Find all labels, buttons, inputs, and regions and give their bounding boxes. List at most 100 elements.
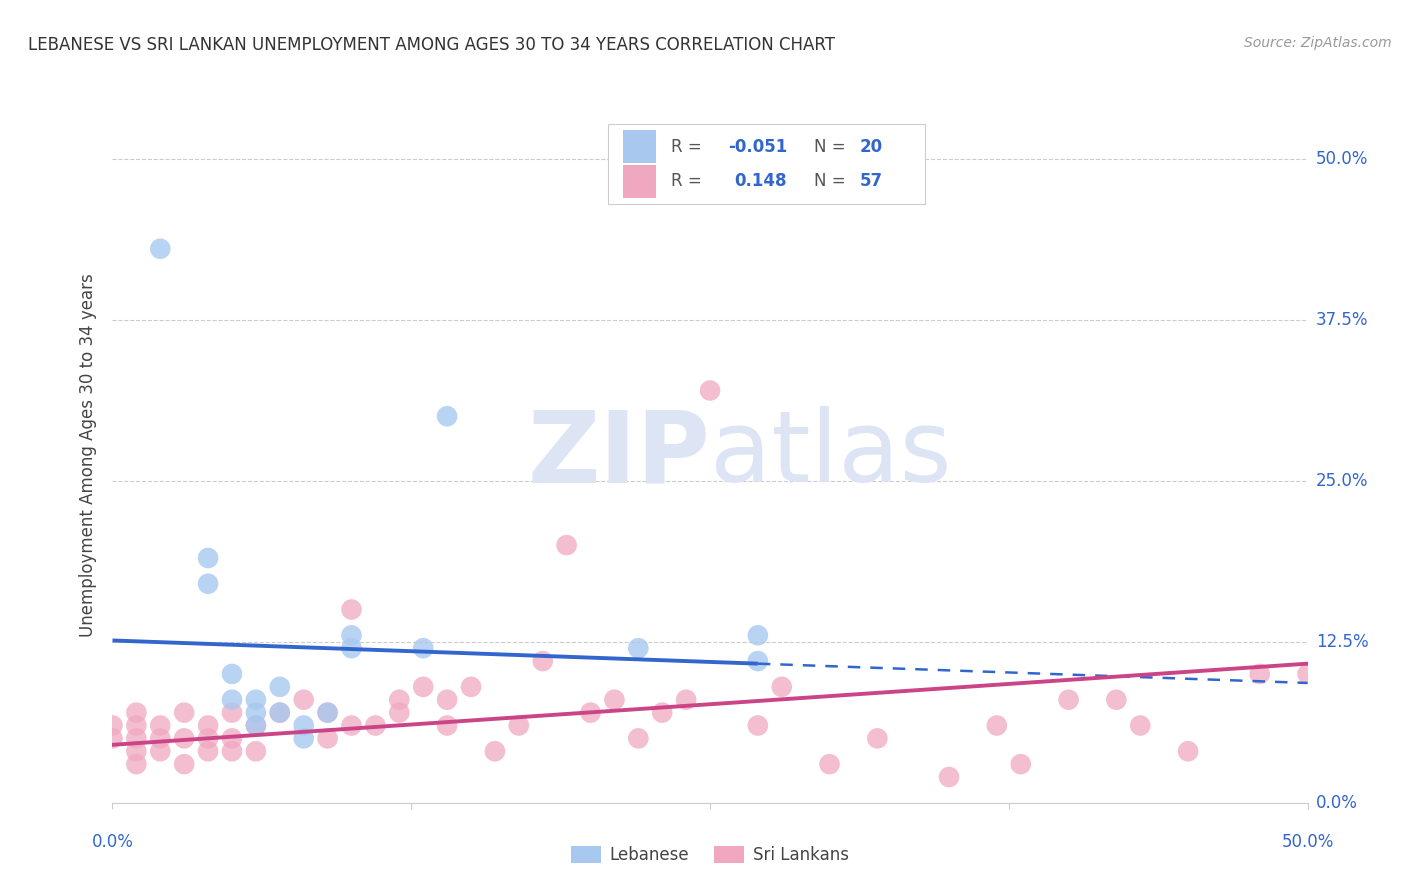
Point	[269, 706, 291, 720]
Point	[221, 744, 243, 758]
Point	[747, 718, 769, 732]
Point	[627, 641, 650, 656]
Point	[125, 718, 148, 732]
Text: 37.5%: 37.5%	[1316, 310, 1368, 328]
Point	[245, 692, 267, 706]
Point	[173, 757, 195, 772]
Point	[221, 706, 243, 720]
FancyBboxPatch shape	[623, 165, 657, 198]
Point	[149, 242, 172, 256]
Point	[221, 667, 243, 681]
Point	[316, 706, 339, 720]
Point	[197, 551, 219, 566]
Point	[340, 628, 363, 642]
FancyBboxPatch shape	[609, 124, 925, 204]
Point	[269, 680, 291, 694]
Point	[245, 718, 267, 732]
Y-axis label: Unemployment Among Ages 30 to 34 years: Unemployment Among Ages 30 to 34 years	[79, 273, 97, 637]
Point	[770, 680, 793, 694]
Point	[149, 744, 172, 758]
Point	[1129, 718, 1152, 732]
Point	[125, 744, 148, 758]
Point	[531, 654, 554, 668]
Point	[340, 641, 363, 656]
Text: atlas: atlas	[710, 407, 952, 503]
Point	[316, 706, 339, 720]
Point	[938, 770, 960, 784]
Legend: Lebanese, Sri Lankans: Lebanese, Sri Lankans	[565, 839, 855, 871]
Text: N =: N =	[814, 137, 845, 156]
Point	[986, 718, 1008, 732]
Text: R =: R =	[671, 172, 702, 191]
Point	[125, 706, 148, 720]
Point	[1249, 667, 1271, 681]
Point	[460, 680, 482, 694]
Point	[436, 409, 458, 424]
Point	[149, 718, 172, 732]
Point	[699, 384, 721, 398]
Text: 25.0%: 25.0%	[1316, 472, 1368, 490]
Point	[1177, 744, 1199, 758]
Point	[579, 706, 602, 720]
Text: 50.0%: 50.0%	[1316, 150, 1368, 168]
Point	[484, 744, 506, 758]
Point	[436, 692, 458, 706]
Text: 0.0%: 0.0%	[91, 833, 134, 851]
Point	[388, 706, 411, 720]
Text: 20: 20	[859, 137, 883, 156]
Text: R =: R =	[671, 137, 702, 156]
Point	[125, 757, 148, 772]
Point	[1296, 667, 1319, 681]
Point	[245, 744, 267, 758]
Point	[173, 706, 195, 720]
Point	[221, 731, 243, 746]
Point	[1057, 692, 1080, 706]
Point	[292, 731, 315, 746]
Text: N =: N =	[814, 172, 845, 191]
Text: 57: 57	[859, 172, 883, 191]
Point	[1105, 692, 1128, 706]
Point	[364, 718, 387, 732]
Point	[508, 718, 530, 732]
Text: ZIP: ZIP	[527, 407, 710, 503]
Point	[412, 641, 434, 656]
Text: 0.148: 0.148	[734, 172, 786, 191]
Point	[316, 731, 339, 746]
Point	[269, 706, 291, 720]
Point	[125, 731, 148, 746]
Text: 50.0%: 50.0%	[1281, 833, 1334, 851]
Point	[627, 731, 650, 746]
Point	[173, 731, 195, 746]
FancyBboxPatch shape	[623, 130, 657, 163]
Point	[818, 757, 841, 772]
Point	[197, 718, 219, 732]
Point	[603, 692, 626, 706]
Point	[340, 718, 363, 732]
Point	[388, 692, 411, 706]
Point	[747, 628, 769, 642]
Text: 0.0%: 0.0%	[1316, 794, 1358, 812]
Point	[436, 718, 458, 732]
Point	[245, 706, 267, 720]
Point	[340, 602, 363, 616]
Text: Source: ZipAtlas.com: Source: ZipAtlas.com	[1244, 36, 1392, 50]
Point	[1010, 757, 1032, 772]
Point	[651, 706, 673, 720]
Point	[101, 718, 124, 732]
Point	[245, 718, 267, 732]
Point	[292, 718, 315, 732]
Point	[675, 692, 697, 706]
Point	[149, 731, 172, 746]
Point	[197, 731, 219, 746]
Point	[197, 576, 219, 591]
Point	[292, 692, 315, 706]
Point	[101, 731, 124, 746]
Point	[866, 731, 889, 746]
Point	[555, 538, 578, 552]
Text: LEBANESE VS SRI LANKAN UNEMPLOYMENT AMONG AGES 30 TO 34 YEARS CORRELATION CHART: LEBANESE VS SRI LANKAN UNEMPLOYMENT AMON…	[28, 36, 835, 54]
Point	[221, 692, 243, 706]
Point	[197, 744, 219, 758]
Point	[747, 654, 769, 668]
Text: -0.051: -0.051	[728, 137, 787, 156]
Text: 12.5%: 12.5%	[1316, 632, 1368, 651]
